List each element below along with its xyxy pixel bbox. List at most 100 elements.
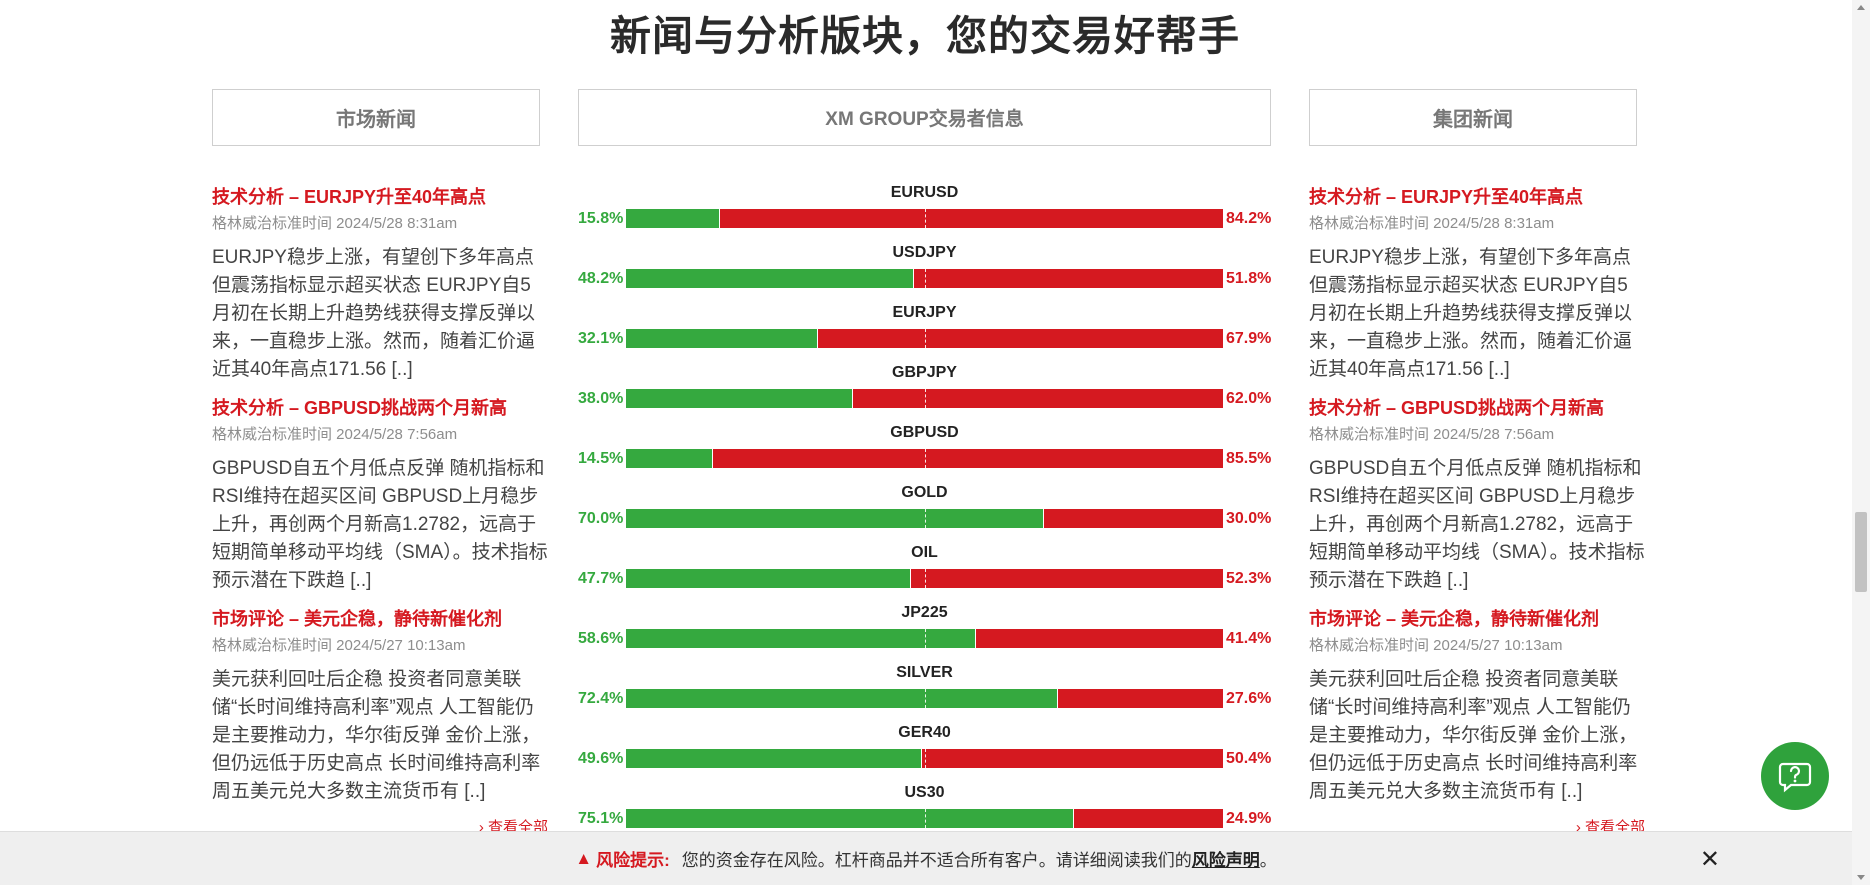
sell-segment	[910, 569, 1223, 588]
sell-percent: 51.8%	[1226, 270, 1272, 287]
buy-segment	[626, 209, 721, 228]
midline-divider	[924, 449, 926, 468]
sell-segment	[1058, 689, 1223, 708]
buy-segment	[626, 689, 1059, 708]
instrument-label: GOLD	[901, 484, 948, 501]
sentiment-row: SILVER 72.4% 27.6%	[578, 660, 1271, 720]
midline-divider	[924, 209, 926, 228]
article-title-link[interactable]: 技术分析 – GBPUSD挑战两个月新高	[212, 398, 508, 418]
article-timestamp: 格林威治标准时间 2024/5/28 7:56am	[1309, 426, 1555, 443]
midline-divider	[924, 389, 926, 408]
midline-divider	[924, 509, 926, 528]
news-article: 技术分析 – EURJPY升至40年高点 格林威治标准时间 2024/5/28 …	[212, 183, 548, 384]
article-title-link[interactable]: 市场评论 – 美元企稳，静待新催化剂	[1309, 609, 1600, 629]
buy-segment	[626, 389, 853, 408]
sentiment-row: GER40 49.6% 50.4%	[578, 720, 1271, 780]
sell-segment	[1043, 509, 1223, 528]
sentiment-row: EURUSD 15.8% 84.2%	[578, 180, 1271, 240]
article-excerpt: EURJPY稳步上涨，有望创下多年高点 但震荡指标显示超买状态 EURJPY自5…	[212, 247, 536, 380]
buy-segment	[626, 569, 911, 588]
sell-segment	[720, 209, 1223, 228]
article-excerpt: GBPUSD自五个月低点反弹 随机指标和RSI维持在超买区间 GBPUSD上月稳…	[1309, 458, 1645, 591]
article-excerpt: GBPUSD自五个月低点反弹 随机指标和RSI维持在超买区间 GBPUSD上月稳…	[212, 458, 548, 591]
instrument-label: GBPJPY	[892, 364, 957, 381]
buy-segment	[626, 329, 818, 348]
article-excerpt: EURJPY稳步上涨，有望创下多年高点 但震荡指标显示超买状态 EURJPY自5…	[1309, 247, 1633, 380]
sentiment-bar	[626, 449, 1223, 468]
instrument-label: JP225	[901, 604, 948, 621]
sell-percent: 24.9%	[1226, 810, 1272, 827]
article-title-link[interactable]: 技术分析 – EURJPY升至40年高点	[212, 187, 487, 207]
instrument-label: SILVER	[896, 664, 953, 681]
article-timestamp: 格林威治标准时间 2024/5/28 7:56am	[212, 426, 458, 443]
sentiment-row: GBPJPY 38.0% 62.0%	[578, 360, 1271, 420]
sentiment-bar	[626, 809, 1223, 828]
sell-percent: 67.9%	[1226, 330, 1272, 347]
sentiment-row: US30 75.1% 24.9%	[578, 780, 1271, 840]
buy-segment	[626, 809, 1075, 828]
sell-percent: 41.4%	[1226, 630, 1272, 647]
sell-percent: 27.6%	[1226, 690, 1272, 707]
sell-percent: 62.0%	[1226, 390, 1272, 407]
close-icon[interactable]: ✕	[1699, 846, 1720, 873]
sell-percent: 84.2%	[1226, 210, 1272, 227]
market-news-column: 技术分析 – EURJPY升至40年高点 格林威治标准时间 2024/5/28 …	[212, 183, 548, 837]
buy-percent: 72.4%	[578, 690, 624, 707]
sell-segment	[712, 449, 1223, 468]
buy-percent: 47.7%	[578, 570, 624, 587]
sentiment-bar	[626, 329, 1223, 348]
instrument-label: GER40	[898, 724, 951, 741]
scroll-up-arrow-icon[interactable]	[1857, 5, 1865, 10]
trader-sentiment-panel: EURUSD 15.8% 84.2% USDJPY 48.2% 51.8% EURJPY 32…	[578, 180, 1271, 840]
risk-label: 风险提示:	[596, 851, 670, 870]
buy-percent: 32.1%	[578, 330, 624, 347]
sentiment-bar	[626, 269, 1223, 288]
sentiment-row: GBPUSD 14.5% 85.5%	[578, 420, 1271, 480]
instrument-label: USDJPY	[892, 244, 957, 261]
article-timestamp: 格林威治标准时间 2024/5/27 10:13am	[212, 637, 466, 654]
warning-icon: ▲	[575, 848, 593, 868]
buy-percent: 48.2%	[578, 270, 624, 287]
risk-warning-bar: ▲ 风险提示: 您的资金存在风险。杠杆商品并不适合所有客户。请详细阅读我们的 风…	[0, 831, 1852, 885]
buy-percent: 14.5%	[578, 450, 624, 467]
instrument-label: GBPUSD	[890, 424, 959, 441]
news-article: 技术分析 – GBPUSD挑战两个月新高 格林威治标准时间 2024/5/28 …	[1309, 394, 1645, 595]
instrument-label: EURUSD	[890, 184, 959, 201]
sentiment-bar	[626, 389, 1223, 408]
article-title-link[interactable]: 技术分析 – EURJPY升至40年高点	[1309, 187, 1584, 207]
buy-percent: 75.1%	[578, 810, 624, 827]
midline-divider	[924, 809, 926, 828]
tab-group-news[interactable]: 集团新闻	[1309, 89, 1637, 146]
sentiment-row: USDJPY 48.2% 51.8%	[578, 240, 1271, 300]
chat-help-button[interactable]	[1761, 742, 1829, 810]
scroll-down-arrow-icon[interactable]	[1857, 875, 1865, 880]
buy-segment	[626, 449, 713, 468]
article-title-link[interactable]: 市场评论 – 美元企稳，静待新催化剂	[212, 609, 503, 629]
sell-segment	[817, 329, 1223, 348]
midline-divider	[924, 629, 926, 648]
sentiment-bar	[626, 629, 1223, 648]
article-timestamp: 格林威治标准时间 2024/5/28 8:31am	[212, 215, 458, 232]
sentiment-bar	[626, 749, 1223, 768]
article-timestamp: 格林威治标准时间 2024/5/27 10:13am	[1309, 637, 1563, 654]
article-title-link[interactable]: 技术分析 – GBPUSD挑战两个月新高	[1309, 398, 1605, 418]
section-headline: 新闻与分析版块，您的交易好帮手	[610, 13, 1240, 59]
sell-segment	[922, 749, 1223, 768]
midline-divider	[924, 749, 926, 768]
buy-segment	[626, 509, 1044, 528]
sentiment-row: EURJPY 32.1% 67.9%	[578, 300, 1271, 360]
page-scrollbar[interactable]	[1852, 0, 1870, 885]
sentiment-bar	[626, 569, 1223, 588]
sell-percent: 30.0%	[1226, 510, 1272, 527]
risk-disclosure-link[interactable]: 风险声明	[1191, 851, 1260, 870]
tab-trader-info[interactable]: XM GROUP交易者信息	[578, 89, 1271, 146]
risk-suffix: 。	[1259, 851, 1277, 870]
tab-market-news[interactable]: 市场新闻	[212, 89, 540, 146]
sell-percent: 85.5%	[1226, 450, 1272, 467]
news-article: 技术分析 – EURJPY升至40年高点 格林威治标准时间 2024/5/28 …	[1309, 183, 1645, 384]
midline-divider	[924, 269, 926, 288]
article-excerpt: 美元获利回吐后企稳 投资者同意美联储“长时间维持高利率”观点 人工智能仍是主要推…	[1309, 669, 1638, 802]
scrollbar-thumb[interactable]	[1855, 512, 1867, 592]
sell-percent: 50.4%	[1226, 750, 1272, 767]
